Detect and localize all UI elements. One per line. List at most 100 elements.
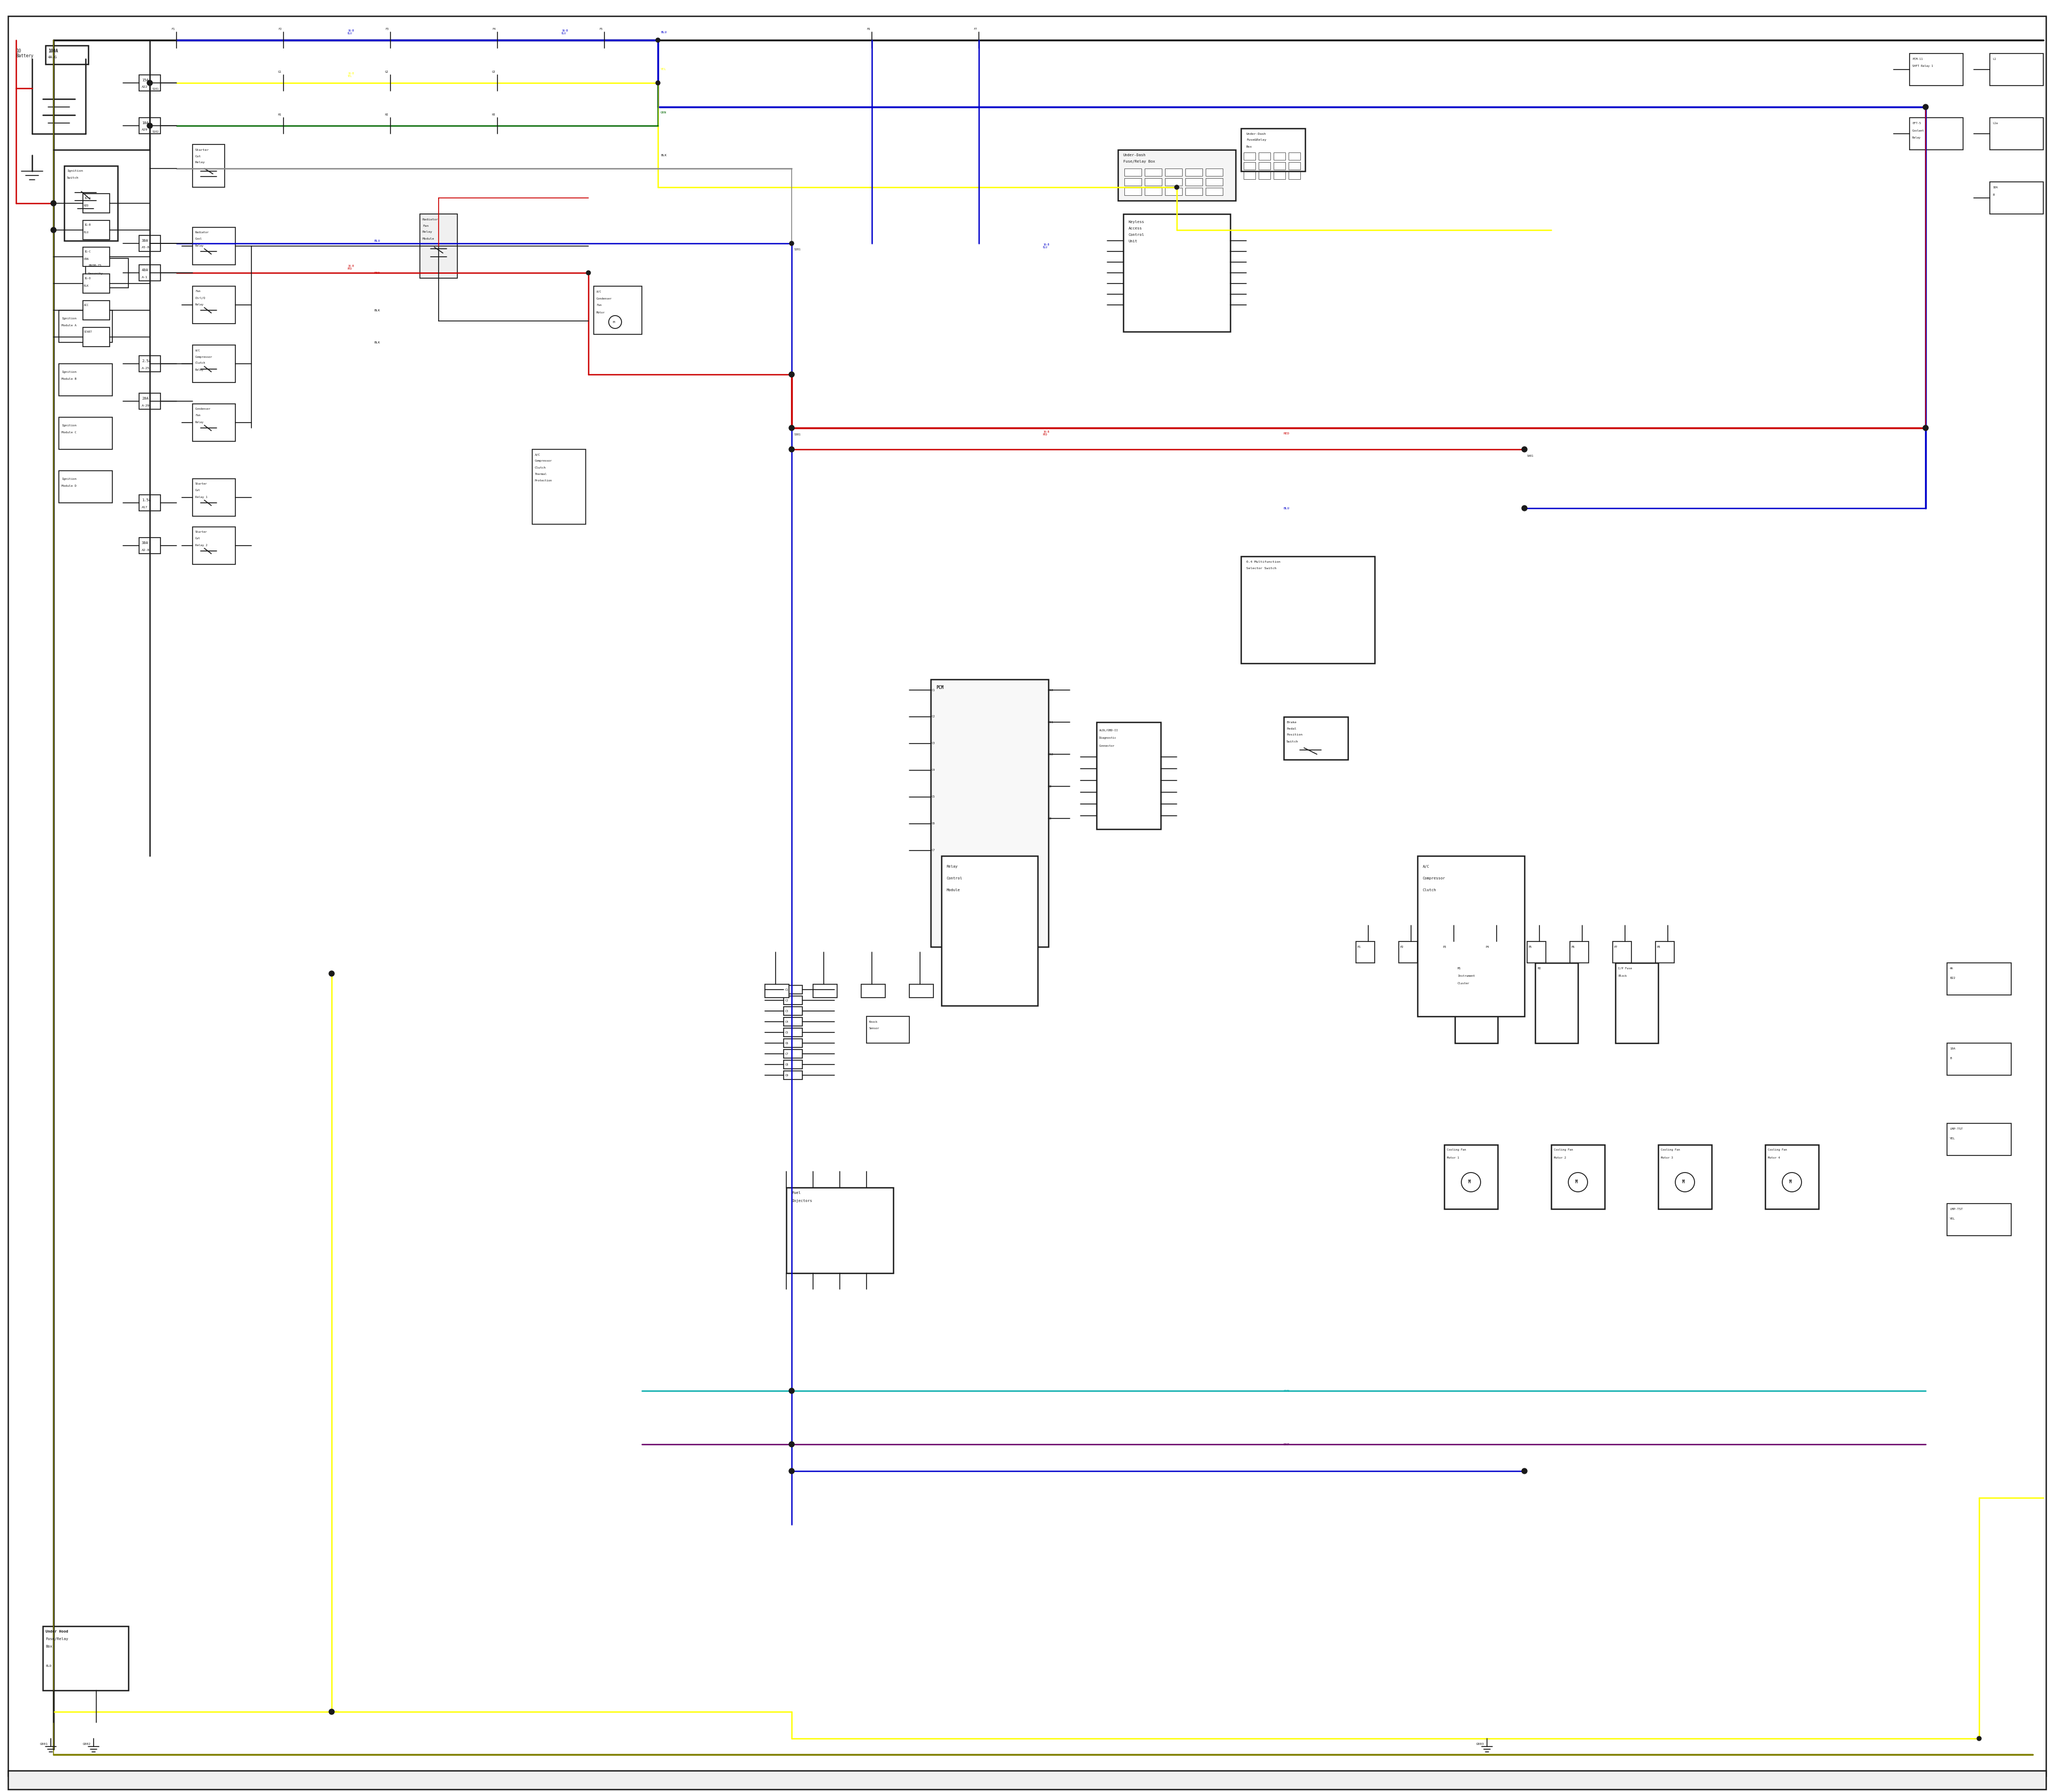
Text: F4: F4 [493, 29, 495, 30]
Text: Starter: Starter [195, 149, 210, 151]
Text: Selector Switch: Selector Switch [1247, 566, 1276, 570]
Text: Clutch: Clutch [195, 362, 205, 364]
Circle shape [655, 38, 659, 43]
Text: 10A: 10A [1949, 1047, 1955, 1050]
Text: Fan: Fan [195, 290, 201, 292]
Bar [1947, 1043, 2011, 1075]
Bar [1990, 118, 2044, 151]
Circle shape [1522, 1468, 1526, 1473]
Bar [930, 679, 1048, 946]
Bar [1656, 941, 1674, 962]
Bar [1165, 177, 1183, 186]
Text: Protection: Protection [534, 478, 553, 482]
Circle shape [329, 971, 335, 977]
Circle shape [148, 124, 152, 129]
Text: C6: C6 [785, 1041, 789, 1045]
Bar [1241, 129, 1304, 172]
Bar [1185, 177, 1202, 186]
Text: A-25: A-25 [142, 367, 150, 369]
Text: BLK: BLK [374, 308, 380, 312]
Text: Starter: Starter [195, 530, 207, 534]
Circle shape [789, 426, 793, 430]
Text: Condenser: Condenser [596, 297, 612, 299]
Bar [785, 1018, 803, 1027]
Text: Compressor: Compressor [195, 355, 214, 358]
Bar [1124, 168, 1142, 176]
Text: Ignition: Ignition [62, 371, 76, 373]
Bar [64, 167, 117, 240]
Bar [1144, 168, 1163, 176]
Text: Knock: Knock [869, 1020, 877, 1023]
Bar [193, 228, 236, 265]
Bar [1124, 213, 1230, 332]
Circle shape [329, 1710, 335, 1715]
Text: 16-B
BLU: 16-B BLU [1043, 244, 1050, 249]
Circle shape [148, 81, 152, 86]
Bar [1185, 168, 1202, 176]
Bar [1124, 188, 1142, 195]
Text: BLU: BLU [374, 240, 380, 242]
Text: S401: S401 [1526, 455, 1534, 457]
Bar [1947, 1124, 2011, 1156]
Text: Motor: Motor [596, 312, 606, 314]
Text: 10A: 10A [142, 122, 148, 125]
Circle shape [329, 1710, 333, 1713]
Text: BLK: BLK [374, 340, 380, 344]
Text: Compressor: Compressor [1423, 876, 1446, 880]
Text: BLU: BLU [661, 30, 668, 34]
Bar [1243, 161, 1255, 170]
Text: 0.4 Multifunction: 0.4 Multifunction [1247, 561, 1280, 563]
Text: Relay 1: Relay 1 [195, 496, 207, 498]
Text: Under-Dash: Under-Dash [1247, 133, 1267, 134]
Text: PCM: PCM [937, 685, 943, 690]
Text: BLK: BLK [661, 154, 668, 156]
Text: 16-B
BLU: 16-B BLU [561, 29, 567, 36]
Bar [193, 527, 236, 564]
Bar [82, 220, 109, 240]
Bar [60, 418, 113, 450]
Text: Fan: Fan [596, 305, 602, 306]
Text: Relay: Relay [195, 303, 203, 306]
Text: C11: C11 [1048, 720, 1054, 724]
Bar [193, 403, 236, 441]
Text: Relay: Relay [195, 369, 203, 371]
Bar [1097, 722, 1161, 830]
Circle shape [51, 228, 55, 233]
Bar [60, 471, 113, 504]
Text: ELD: ELD [45, 1665, 51, 1668]
Bar [1288, 161, 1300, 170]
Text: P7: P7 [1614, 946, 1619, 948]
Text: ALDL/OBD-II: ALDL/OBD-II [1099, 729, 1117, 731]
Bar [1910, 54, 1964, 86]
Circle shape [1923, 104, 1929, 109]
Text: BLU: BLU [1284, 507, 1290, 509]
Bar [1417, 857, 1524, 1016]
Text: Module B: Module B [62, 378, 76, 380]
Bar [785, 1072, 803, 1079]
Text: Access: Access [1128, 228, 1142, 229]
Text: B22: B22 [1949, 977, 1955, 978]
Bar [1206, 168, 1222, 176]
Circle shape [789, 446, 795, 452]
Text: F1: F1 [170, 29, 175, 30]
Bar [60, 310, 113, 342]
Text: C7: C7 [785, 1052, 789, 1055]
Bar [140, 75, 160, 91]
Text: F3: F3 [386, 29, 388, 30]
Text: 1.5A: 1.5A [142, 498, 150, 502]
Bar [785, 1061, 803, 1068]
Text: Thermal: Thermal [534, 473, 546, 475]
Text: Motor 3: Motor 3 [1662, 1156, 1674, 1159]
Text: Cluster: Cluster [1458, 982, 1471, 984]
Text: M: M [1682, 1179, 1684, 1185]
Bar [140, 392, 160, 409]
Bar [1284, 717, 1347, 760]
Text: 40A: 40A [142, 269, 148, 272]
Text: P6: P6 [1571, 946, 1575, 948]
Text: P4: P4 [1485, 946, 1489, 948]
Bar [82, 301, 109, 321]
Text: Radiator: Radiator [195, 231, 210, 235]
Bar [1259, 172, 1269, 179]
Text: Cooling Fan: Cooling Fan [1446, 1149, 1467, 1152]
Text: 30A: 30A [142, 238, 148, 242]
